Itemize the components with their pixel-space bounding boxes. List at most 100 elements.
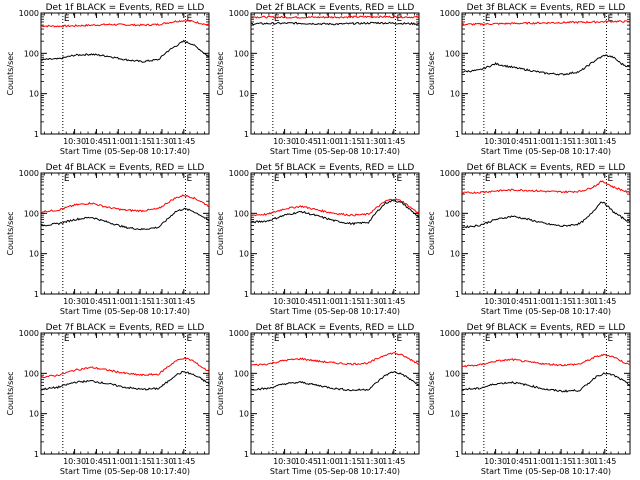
events-series-line bbox=[40, 39, 210, 63]
y-tick-label: 1000 bbox=[229, 169, 249, 178]
event-marker-label: E bbox=[64, 14, 70, 24]
x-axis-label: Start Time (05-Sep-08 10:17:40) bbox=[270, 147, 400, 156]
x-tick-label: 11:15 bbox=[550, 137, 573, 146]
x-tick-label: 11:00 bbox=[107, 297, 130, 306]
x-tick-label: 11:45 bbox=[172, 297, 195, 306]
x-tick-label: 11:30 bbox=[571, 297, 594, 306]
events-series-line bbox=[250, 199, 420, 226]
x-tick-label: 11:00 bbox=[528, 457, 551, 466]
chart-panel-5: Det 5f BLACK = Events, RED = LLD 1 10 100 10… bbox=[216, 163, 420, 316]
y-tick-label: 100 bbox=[445, 369, 460, 378]
x-axis-label: Start Time (05-Sep-08 10:17:40) bbox=[60, 307, 190, 316]
x-tick-label: 10:30 bbox=[273, 137, 296, 146]
y-axis-label: Counts/sec bbox=[6, 211, 15, 255]
y-tick-label: 1 bbox=[244, 450, 249, 459]
lld-series-line bbox=[250, 197, 420, 217]
plot-frame bbox=[250, 172, 420, 295]
x-tick-label: 11:45 bbox=[172, 137, 195, 146]
plot-frame bbox=[40, 12, 210, 135]
x-tick-label: 11:30 bbox=[360, 457, 383, 466]
x-tick-label: 11:15 bbox=[129, 297, 152, 306]
chart-title: Det 9f BLACK = Events, RED = LLD bbox=[467, 323, 626, 333]
event-marker-label: E bbox=[485, 174, 491, 184]
x-axis-label: Start Time (05-Sep-08 10:17:40) bbox=[60, 147, 190, 156]
y-tick-label: 1 bbox=[455, 130, 460, 139]
x-axis-label: Start Time (05-Sep-08 10:17:40) bbox=[481, 467, 611, 476]
events-series-line bbox=[250, 371, 420, 392]
lld-series-line bbox=[40, 19, 210, 28]
chart-title: Det 4f BLACK = Events, RED = LLD bbox=[46, 163, 205, 173]
x-tick-label: 10:30 bbox=[63, 137, 86, 146]
y-tick-label: 10 bbox=[450, 250, 460, 259]
x-tick-label: 11:45 bbox=[172, 457, 195, 466]
chart-panel-7: Det 7f BLACK = Events, RED = LLD 1 10 100 10… bbox=[6, 323, 210, 476]
y-axis-label: Counts/sec bbox=[427, 51, 436, 95]
x-tick-label: 11:15 bbox=[129, 457, 152, 466]
x-tick-label: 11:30 bbox=[360, 137, 383, 146]
lld-series-line bbox=[461, 353, 631, 368]
lld-series-line bbox=[250, 15, 420, 19]
chart-panel-9: Det 9f BLACK = Events, RED = LLD 1 10 100 10… bbox=[427, 323, 631, 476]
x-tick-label: 11:15 bbox=[129, 137, 152, 146]
chart-title: Det 8f BLACK = Events, RED = LLD bbox=[256, 323, 415, 333]
event-marker-label: E bbox=[186, 334, 192, 344]
x-tick-label: 11:00 bbox=[317, 457, 340, 466]
x-tick-label: 11:00 bbox=[317, 297, 340, 306]
x-tick-label: 10:30 bbox=[273, 457, 296, 466]
y-tick-label: 10 bbox=[450, 90, 460, 99]
y-axis-label: Counts/sec bbox=[427, 371, 436, 415]
x-tick-label: 11:00 bbox=[317, 137, 340, 146]
x-tick-label: 10:30 bbox=[63, 297, 86, 306]
y-tick-label: 100 bbox=[445, 49, 460, 58]
event-marker-label: E bbox=[396, 174, 402, 184]
x-tick-label: 11:30 bbox=[150, 457, 173, 466]
event-marker-label: E bbox=[186, 174, 192, 184]
event-marker-label: E bbox=[485, 14, 491, 24]
events-series-line bbox=[40, 370, 210, 391]
y-tick-label: 100 bbox=[234, 49, 249, 58]
event-marker-label: E bbox=[485, 334, 491, 344]
x-axis-label: Start Time (05-Sep-08 10:17:40) bbox=[60, 467, 190, 476]
y-tick-label: 100 bbox=[24, 209, 39, 218]
plot-frame bbox=[250, 12, 420, 135]
y-tick-label: 1000 bbox=[440, 169, 460, 178]
x-tick-label: 10:45 bbox=[506, 297, 529, 306]
x-tick-label: 11:45 bbox=[593, 457, 616, 466]
x-tick-label: 10:45 bbox=[295, 297, 318, 306]
x-tick-label: 11:30 bbox=[571, 457, 594, 466]
x-tick-label: 11:30 bbox=[150, 297, 173, 306]
event-marker-label: E bbox=[607, 334, 613, 344]
x-tick-label: 10:45 bbox=[506, 457, 529, 466]
chart-panel-8: Det 8f BLACK = Events, RED = LLD 1 10 100 10… bbox=[216, 323, 420, 476]
y-tick-label: 10 bbox=[29, 410, 39, 419]
x-tick-label: 11:15 bbox=[550, 457, 573, 466]
x-tick-label: 11:15 bbox=[339, 457, 362, 466]
y-tick-label: 100 bbox=[24, 369, 39, 378]
event-marker-label: E bbox=[274, 334, 280, 344]
events-series-line bbox=[40, 207, 210, 231]
y-axis-label: Counts/sec bbox=[427, 211, 436, 255]
event-marker-label: E bbox=[64, 334, 70, 344]
x-tick-label: 10:30 bbox=[63, 457, 86, 466]
event-marker-label: E bbox=[274, 174, 280, 184]
y-tick-label: 1 bbox=[455, 450, 460, 459]
events-series-line bbox=[461, 201, 631, 229]
y-tick-label: 1000 bbox=[229, 9, 249, 18]
lld-series-line bbox=[40, 194, 210, 213]
x-tick-label: 11:15 bbox=[550, 297, 573, 306]
chart-title: Det 3f BLACK = Events, RED = LLD bbox=[467, 3, 626, 13]
y-tick-label: 1 bbox=[244, 130, 249, 139]
y-tick-label: 10 bbox=[239, 250, 249, 259]
chart-title: Det 6f BLACK = Events, RED = LLD bbox=[467, 163, 626, 173]
x-axis-label: Start Time (05-Sep-08 10:17:40) bbox=[481, 147, 611, 156]
x-tick-label: 11:30 bbox=[150, 137, 173, 146]
y-tick-label: 1 bbox=[455, 290, 460, 299]
x-tick-label: 10:45 bbox=[85, 457, 108, 466]
y-tick-label: 100 bbox=[445, 209, 460, 218]
x-tick-label: 11:30 bbox=[571, 137, 594, 146]
y-tick-label: 1000 bbox=[229, 329, 249, 338]
lld-series-line bbox=[40, 356, 210, 379]
y-tick-label: 1 bbox=[244, 290, 249, 299]
events-series-line bbox=[462, 372, 631, 393]
